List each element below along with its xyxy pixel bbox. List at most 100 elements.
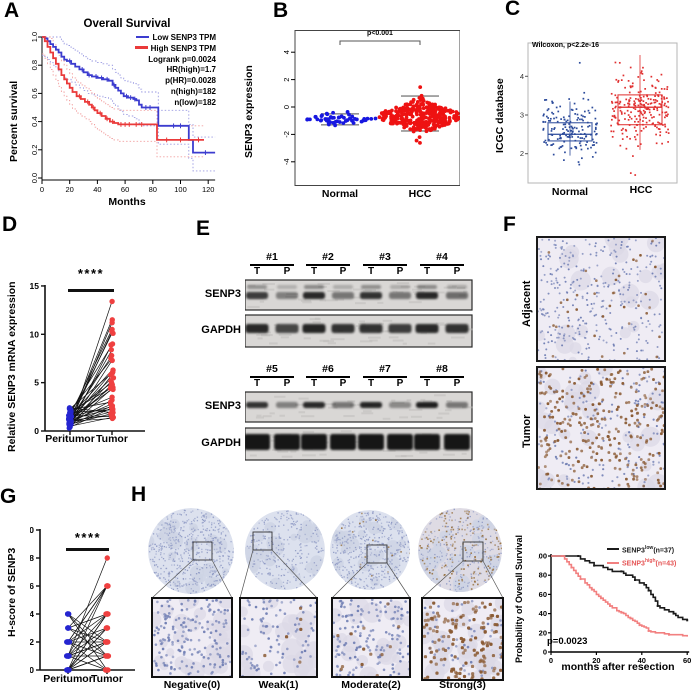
svg-text:60: 60	[539, 590, 547, 599]
svg-text:80: 80	[539, 571, 547, 580]
core-label-moderate: Moderate(2)	[341, 679, 401, 691]
red-line-marker	[607, 561, 619, 564]
panel-c-label: C	[505, 0, 521, 20]
panel-c-ylabel: ICGC database	[494, 78, 506, 153]
panel-a-ylabel: Percent survival	[8, 80, 20, 162]
panel-d-category-peritumor: Peritumor	[45, 433, 95, 445]
blot-row-label-gapdh-bottom: GAPDH	[201, 437, 241, 449]
panel-a-legend: Low SENP3 TPM High SENP3 TPM Logrank p=0…	[96, 33, 216, 109]
panel-a-label: A	[4, 0, 20, 22]
svg-text:0.2: 0.2	[30, 145, 39, 155]
lane-label: P	[453, 266, 461, 277]
panel-b-category-normal: Normal	[321, 188, 359, 200]
stat-line: Logrank p=0.0024	[148, 54, 216, 64]
stat-line: n(low)=182	[174, 97, 216, 107]
sample-header-3: #3	[363, 251, 407, 266]
stat-line: HR(high)=1.7	[166, 65, 216, 75]
panel-b-ylabel: SENP3 expression	[243, 65, 255, 158]
panel-g-category-peritumor: Peritumor	[43, 673, 93, 685]
panel-f-label: F	[503, 213, 516, 236]
lane-label: T	[253, 378, 261, 389]
svg-text:4: 4	[520, 72, 524, 81]
svg-text:20: 20	[66, 185, 74, 194]
svg-text:2: 2	[283, 78, 291, 82]
svg-text:0.8: 0.8	[30, 60, 39, 70]
core-label-strong: Strong(3)	[439, 679, 486, 691]
panel-a-xlabel: Months	[108, 196, 146, 208]
svg-text:0: 0	[543, 648, 547, 657]
panel-d-significance-bar	[68, 289, 114, 292]
legend-entry: Low SENP3 TPM	[96, 33, 216, 44]
panel-g-category-tumor: Tumor	[91, 673, 123, 685]
panel-b-category-hcc: HCC	[408, 188, 432, 200]
svg-text:100: 100	[538, 552, 547, 561]
panel-g-significance-bar	[66, 548, 109, 551]
panel-c-annotation: Wilcoxon, p<2.2e-16	[532, 42, 600, 49]
panel-d-paired-chart: 0 5 10 15	[30, 281, 145, 436]
panel-c-boxplot-chart: 2 3 4	[520, 42, 678, 184]
panel-c-category-normal: Normal	[551, 186, 589, 198]
svg-text:4: 4	[30, 609, 34, 619]
sample-header-2: #2	[306, 251, 350, 266]
lane-label: T	[423, 378, 431, 389]
stat-line: p(HR)=0.0028	[165, 76, 216, 86]
svg-text:1.0: 1.0	[30, 32, 39, 42]
panel-c-category-hcc: HCC	[629, 184, 653, 196]
panel-a-title: Overall Survival	[83, 18, 171, 30]
panel-h-tissue-cores	[148, 508, 504, 681]
svg-text:10: 10	[30, 525, 34, 535]
svg-text:20: 20	[539, 628, 547, 637]
svg-text:2: 2	[520, 149, 524, 158]
lane-label: P	[396, 378, 404, 389]
sample-header-5: #5	[250, 363, 294, 378]
svg-text:20: 20	[592, 656, 600, 664]
panel-d-label: D	[2, 213, 18, 236]
lane-label: T	[423, 266, 431, 277]
stat-line: n(high)=182	[170, 86, 216, 96]
panel-h-label: H	[131, 483, 147, 506]
lane-label: T	[367, 266, 375, 277]
panel-f-ihc-images	[536, 236, 666, 490]
svg-text:0: 0	[34, 426, 39, 436]
blot-row-label-gapdh-top: GAPDH	[201, 324, 241, 336]
high-senp3-line-swatch	[134, 46, 148, 49]
svg-text:4: 4	[283, 50, 291, 54]
sample-header-8: #8	[420, 363, 464, 378]
svg-text:15: 15	[30, 281, 39, 291]
svg-text:-4: -4	[283, 158, 291, 165]
svg-text:2: 2	[30, 637, 34, 647]
lane-label: T	[253, 266, 261, 277]
panel-e-western-blots	[245, 279, 473, 461]
panel-h-km-xlabel: months after resection	[561, 661, 675, 673]
panel-b-label: B	[273, 0, 289, 22]
black-line-marker	[607, 548, 619, 551]
legend-entry: High SENP3 TPM	[96, 44, 216, 55]
svg-text:0: 0	[549, 656, 553, 664]
panel-e-label: E	[196, 217, 211, 240]
core-label-weak: Weak(1)	[258, 679, 299, 691]
svg-text:3: 3	[520, 111, 524, 120]
lane-label: T	[367, 378, 375, 389]
lane-label: P	[453, 378, 461, 389]
lane-label: P	[283, 266, 291, 277]
sample-header-4: #4	[420, 251, 464, 266]
svg-text:40: 40	[638, 656, 646, 664]
svg-text:40: 40	[539, 609, 547, 618]
panel-h-km-ylabel: Probability of Overall Survival	[514, 534, 524, 663]
panel-a-km-chart: 1.0 0.8 0.6 0.4 0.2 0.00 20 40 60 80 100 120	[30, 32, 216, 194]
svg-text:-2: -2	[283, 131, 291, 138]
legend-label: Low SENP3 TPM	[152, 33, 216, 42]
lane-label: T	[310, 266, 318, 277]
blot-row-label-senp3-top: SENP3	[204, 288, 241, 300]
lane-label: P	[283, 378, 291, 389]
svg-text:120: 120	[202, 185, 215, 194]
sample-header-6: #6	[306, 363, 350, 378]
svg-text:40: 40	[93, 185, 101, 194]
panel-b-beeswarm-chart: 4 2 0 -2 -4	[283, 30, 460, 186]
lane-label: P	[339, 266, 347, 277]
panel-d-ylabel: Relative SENP3 mRNA expression	[6, 281, 18, 452]
panel-h-km-pvalue: p=0.0023	[547, 636, 588, 647]
lane-label: T	[310, 378, 318, 389]
blot-row-label-senp3-bottom: SENP3	[204, 400, 241, 412]
legend-entry-senp3-low: SENP3low(n=37)	[607, 543, 676, 556]
